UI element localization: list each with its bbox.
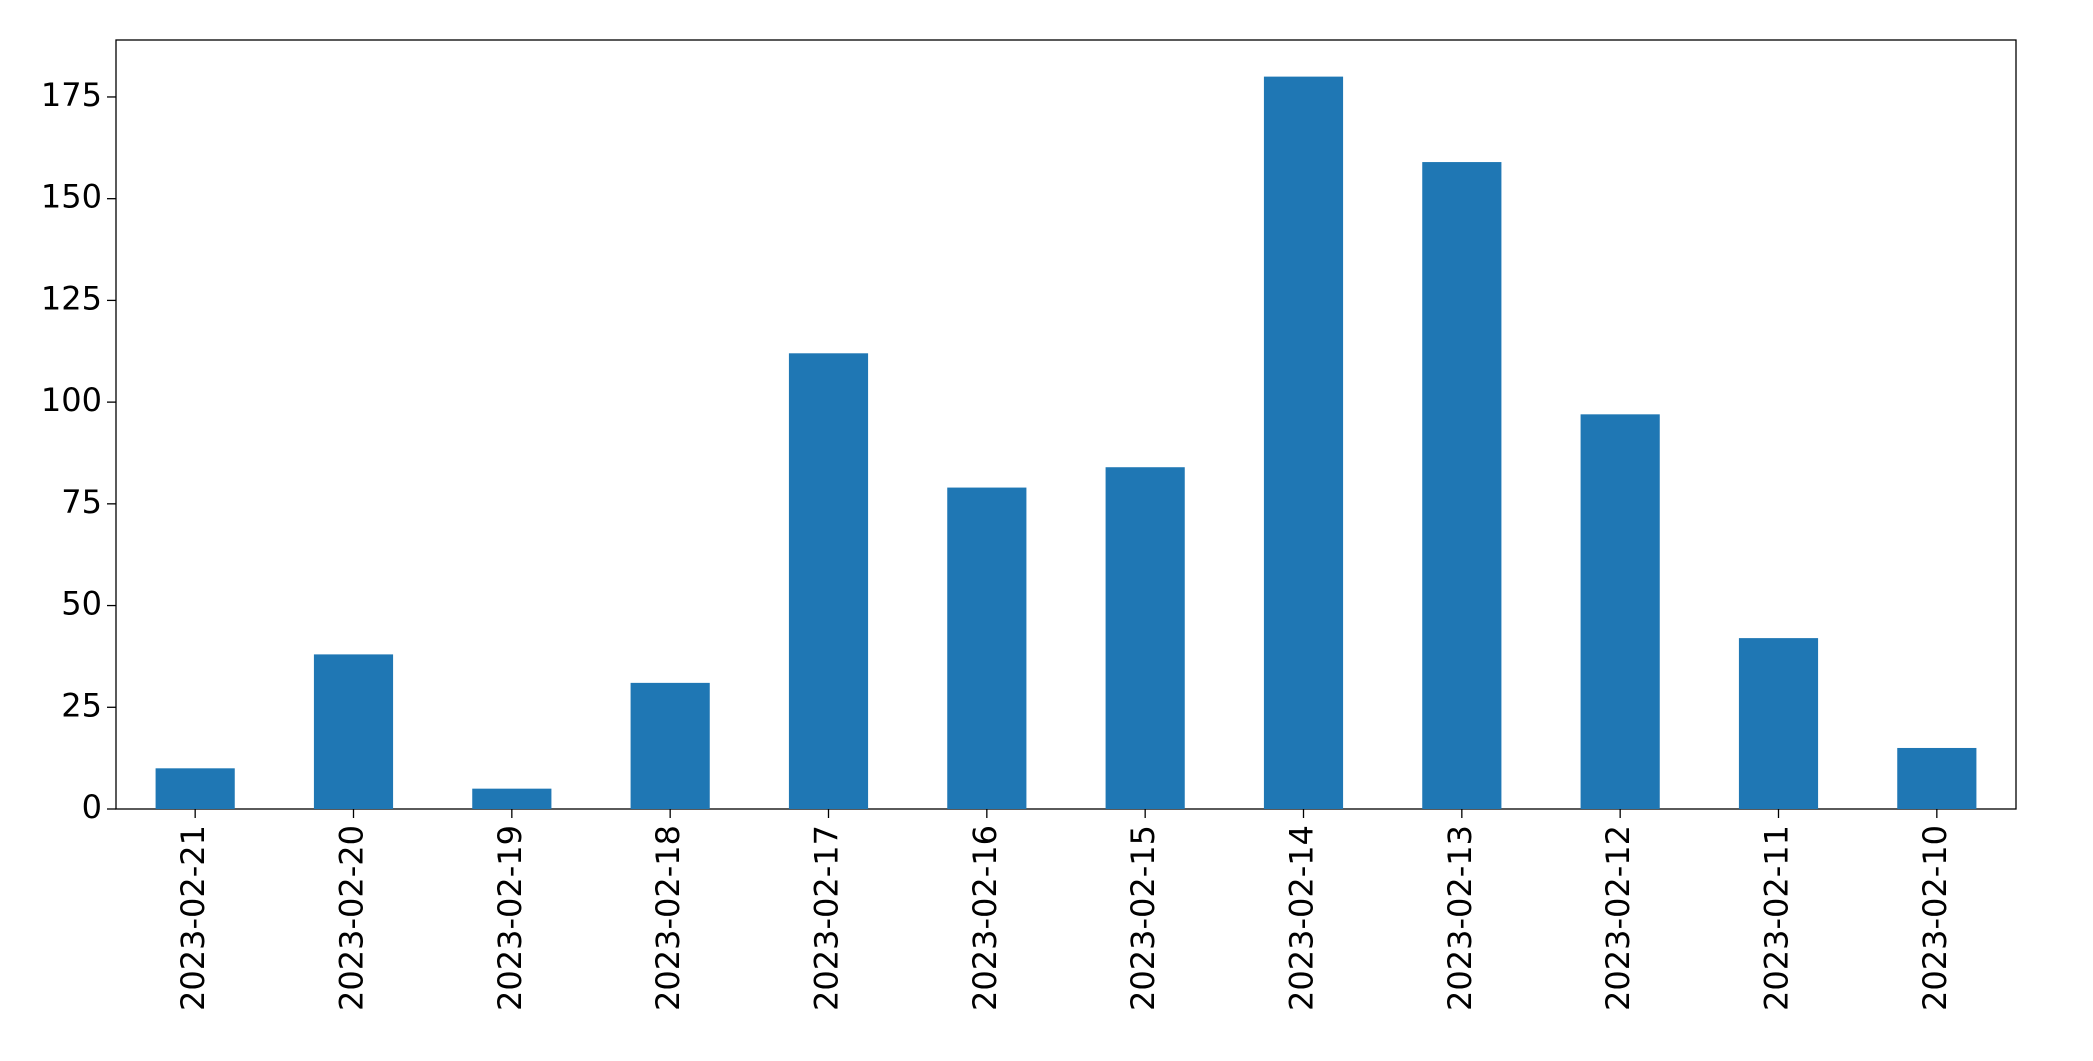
x-tick-label: 2023-02-10	[1916, 825, 1954, 1011]
x-tick-label: 2023-02-11	[1758, 825, 1796, 1011]
x-tick-label: 2023-02-19	[491, 825, 529, 1011]
y-tick-label: 0	[82, 788, 102, 826]
x-tick-label: 2023-02-13	[1441, 825, 1479, 1011]
bar	[947, 487, 1027, 809]
x-tick-label: 2023-02-18	[649, 825, 687, 1011]
x-tick-label: 2023-02-14	[1283, 825, 1321, 1011]
x-tick-label: 2023-02-15	[1124, 825, 1162, 1011]
bar	[788, 353, 869, 809]
bar	[472, 788, 552, 809]
x-tick-label: 2023-02-20	[333, 825, 371, 1011]
bar	[1422, 162, 1502, 810]
bar	[630, 682, 710, 809]
x-tick-label: 2023-02-17	[808, 825, 846, 1011]
y-tick-label: 75	[61, 483, 102, 521]
x-tick-label: 2023-02-21	[174, 825, 212, 1011]
y-tick-label: 100	[41, 381, 102, 419]
x-tick-label: 2023-02-12	[1599, 825, 1637, 1011]
y-tick-label: 50	[61, 585, 102, 623]
y-tick-label: 175	[41, 76, 102, 114]
bar	[1897, 747, 1977, 809]
bar	[1105, 467, 1185, 809]
y-tick-label: 25	[61, 686, 102, 724]
y-tick-label: 150	[41, 178, 102, 216]
bar	[1263, 76, 1344, 810]
bar	[313, 654, 394, 809]
x-tick-label: 2023-02-16	[966, 825, 1004, 1011]
plot-frame	[115, 39, 2017, 810]
bar	[1738, 638, 1819, 809]
bar	[1580, 414, 1660, 809]
bar	[155, 768, 235, 809]
y-tick-label: 125	[41, 279, 102, 317]
